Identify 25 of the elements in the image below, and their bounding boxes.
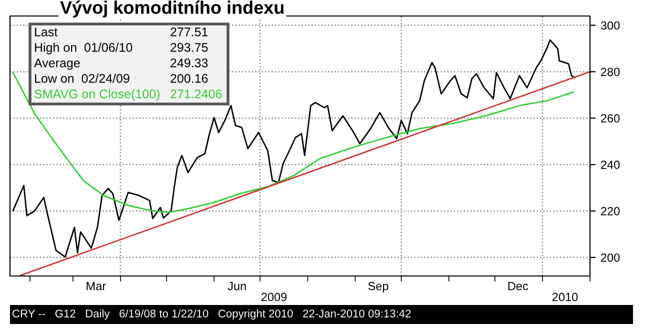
- x-tick-label: Mar: [86, 282, 106, 290]
- annotation: 200.16: [170, 74, 208, 83]
- annotation: 271.2406: [170, 90, 222, 98]
- x-tick-label: Dec: [508, 282, 528, 290]
- annotation: 277.51: [170, 28, 208, 36]
- text: 2009: [261, 292, 287, 302]
- y-tick-label: 220: [601, 207, 620, 216]
- y-tick-label: 200: [601, 253, 620, 262]
- line-series: [12, 72, 574, 214]
- x-tick-label: Jun: [228, 282, 246, 290]
- x-tick-label: Sep: [368, 282, 388, 293]
- chart-title: Vývoj komoditního indexu: [60, 0, 284, 18]
- text: 2010: [552, 292, 578, 302]
- y-tick-label: 300: [600, 21, 620, 30]
- annotation: 249.33: [170, 58, 208, 68]
- series-label: SMAVG on Close(100): [34, 89, 160, 101]
- y-tick-label: 240: [601, 160, 620, 169]
- annotation: High on 01/06/10: [35, 42, 132, 54]
- text: CRY -- G12 Daily 6/19/08 to 1/22/10 Copyright 2010 22-Jan-2010 09:13:42: [12, 309, 411, 320]
- annotation: Last: [35, 28, 58, 36]
- annotation: 293.75: [170, 43, 208, 52]
- y-tick-label: 260: [601, 114, 620, 123]
- y-tick-label: 280: [601, 68, 620, 76]
- annotation: Average: [34, 58, 80, 70]
- annotation: Low on 02/24/09: [35, 74, 130, 83]
